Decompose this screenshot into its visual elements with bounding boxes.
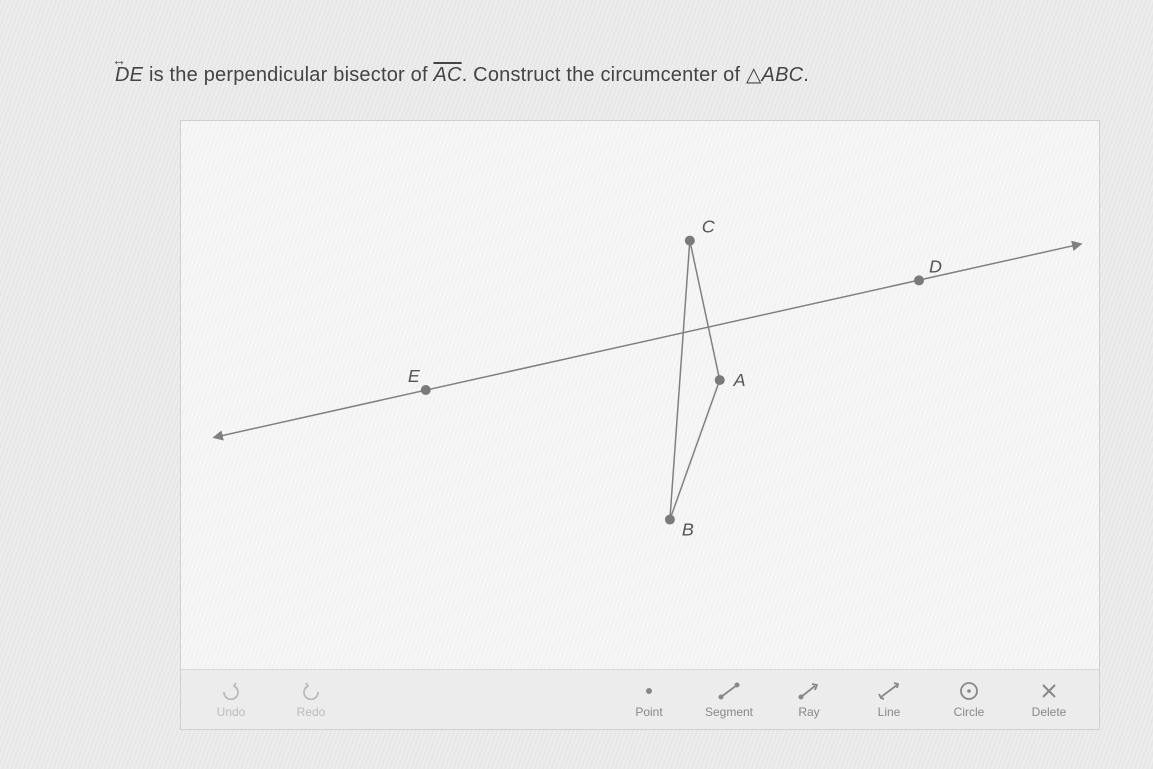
point-tool-button[interactable]: Point [613, 675, 685, 725]
point-label-c: C [702, 217, 716, 237]
redo-label: Redo [297, 705, 326, 719]
geometry-canvas[interactable]: A B C D E [181, 121, 1099, 669]
line-label: Line [878, 705, 901, 719]
redo-icon [300, 681, 322, 701]
ray-tool-button[interactable]: Ray [773, 675, 845, 725]
point-b[interactable] [665, 515, 675, 525]
delete-tool-button[interactable]: Delete [1013, 675, 1085, 725]
redo-button: Redo [275, 675, 347, 725]
problem-prompt: ↔DE is the perpendicular bisector of AC.… [115, 62, 809, 87]
segment-tool-button[interactable]: Segment [693, 675, 765, 725]
circle-label: Circle [954, 705, 985, 719]
construction-panel: A B C D E Undo Redo Point [180, 120, 1100, 730]
var-de: ↔DE [115, 64, 143, 87]
delete-icon [1039, 681, 1059, 701]
point-label-a: A [733, 370, 746, 390]
point-c[interactable] [685, 236, 695, 246]
ray-icon [797, 681, 821, 701]
ray-label: Ray [798, 705, 819, 719]
point-e[interactable] [421, 385, 431, 395]
line-tool-button[interactable]: Line [853, 675, 925, 725]
undo-button: Undo [195, 675, 267, 725]
point-label-e: E [408, 366, 421, 386]
prompt-text-end: . [803, 64, 809, 86]
prompt-text-1: is the perpendicular bisector of [143, 64, 433, 86]
circle-icon [958, 681, 980, 701]
var-ac: AC [433, 64, 461, 86]
var-abc: ABC [762, 64, 804, 86]
segment-label: Segment [705, 705, 753, 719]
point-label-d: D [929, 256, 942, 276]
line-icon [877, 681, 901, 701]
history-tools: Undo Redo [195, 675, 347, 725]
drawing-tools: Point Segment Ray Line [613, 675, 1085, 725]
point-icon [639, 681, 659, 701]
delete-label: Delete [1032, 705, 1067, 719]
construction-toolbar: Undo Redo Point Segment [181, 669, 1099, 729]
segment-ca[interactable] [690, 241, 720, 380]
segment-bc[interactable] [670, 241, 690, 520]
segment-ab[interactable] [670, 380, 720, 519]
prompt-text-2: . Construct the circumcenter of [462, 64, 746, 86]
point-label-b: B [682, 519, 694, 539]
line-de[interactable] [217, 245, 1079, 437]
circle-tool-button[interactable]: Circle [933, 675, 1005, 725]
point-a[interactable] [715, 375, 725, 385]
triangle-symbol: △ [746, 64, 762, 86]
undo-label: Undo [217, 705, 246, 719]
geometry-svg[interactable]: A B C D E [181, 121, 1099, 669]
point-d[interactable] [914, 275, 924, 285]
segment-icon [717, 681, 741, 701]
point-label: Point [635, 705, 662, 719]
undo-icon [220, 681, 242, 701]
